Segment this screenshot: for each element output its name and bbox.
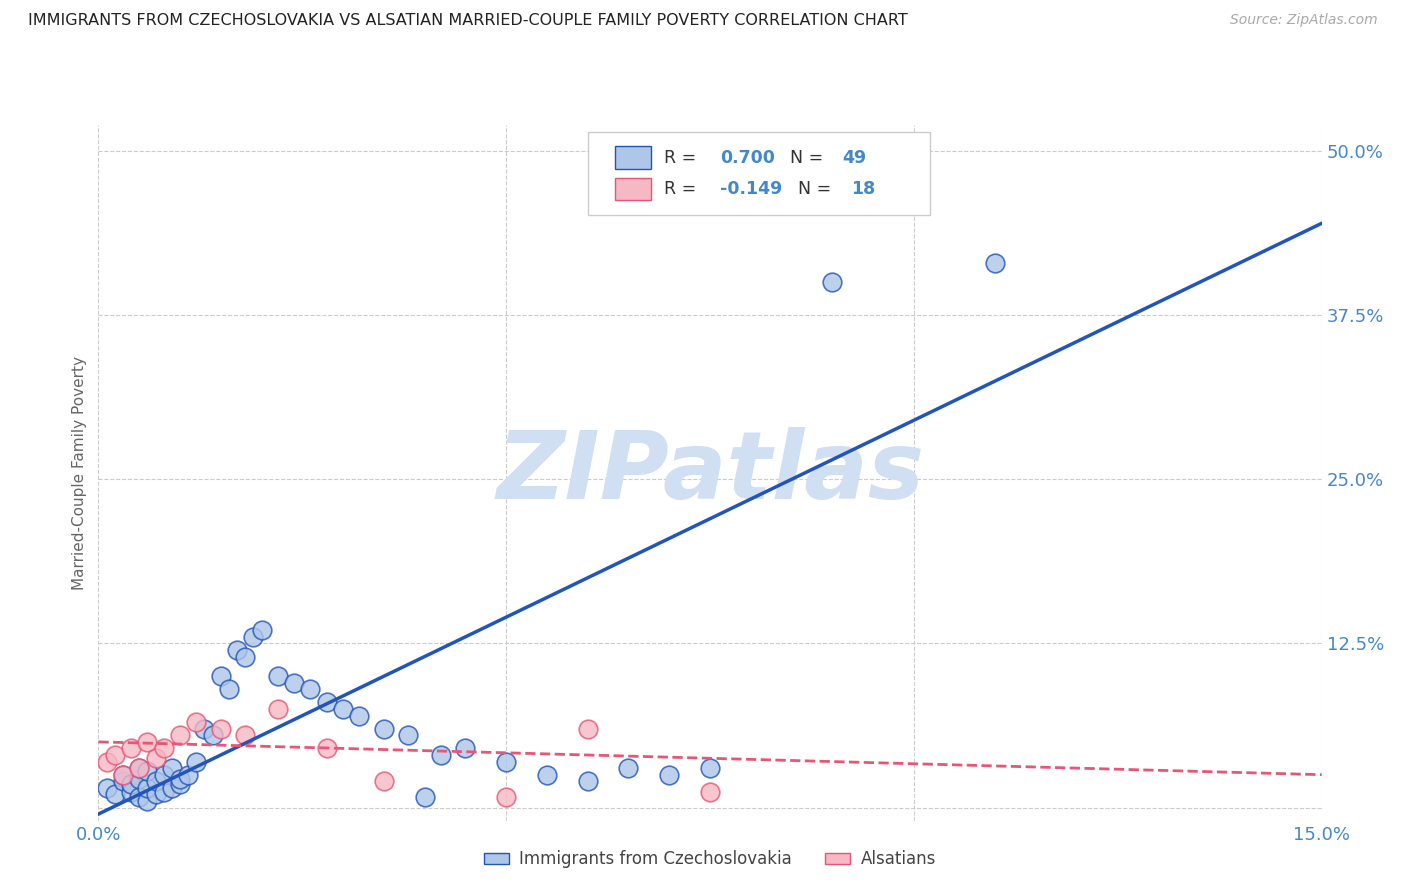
Text: N =: N = bbox=[790, 149, 828, 167]
Point bbox=[821, 276, 844, 290]
Point bbox=[349, 708, 371, 723]
Point bbox=[136, 735, 159, 749]
Point bbox=[299, 682, 322, 697]
Text: ZIPatlas: ZIPatlas bbox=[496, 426, 924, 519]
Point bbox=[454, 741, 477, 756]
Point bbox=[226, 643, 249, 657]
Y-axis label: Married-Couple Family Poverty: Married-Couple Family Poverty bbox=[72, 356, 87, 590]
Point bbox=[373, 774, 395, 789]
Point bbox=[120, 777, 142, 791]
Text: R =: R = bbox=[664, 149, 702, 167]
Point bbox=[250, 624, 273, 638]
Text: Source: ZipAtlas.com: Source: ZipAtlas.com bbox=[1230, 13, 1378, 28]
Point bbox=[193, 722, 215, 736]
Text: -0.149: -0.149 bbox=[720, 180, 782, 198]
Point bbox=[169, 772, 191, 786]
Point bbox=[104, 788, 127, 802]
Point bbox=[145, 750, 167, 764]
Point bbox=[152, 741, 174, 756]
Point bbox=[658, 767, 681, 781]
Point bbox=[267, 669, 290, 683]
Point bbox=[332, 702, 354, 716]
Point bbox=[96, 780, 118, 795]
Point bbox=[120, 785, 142, 799]
Point bbox=[413, 790, 436, 805]
Point bbox=[536, 767, 558, 781]
Point bbox=[218, 682, 240, 697]
Point bbox=[104, 747, 127, 762]
Point bbox=[186, 715, 208, 730]
Point bbox=[136, 780, 159, 795]
Point bbox=[169, 728, 191, 742]
Point bbox=[209, 722, 232, 736]
Point bbox=[495, 790, 517, 805]
Point bbox=[209, 669, 232, 683]
Point bbox=[495, 755, 517, 769]
Point bbox=[233, 728, 256, 742]
Text: 49: 49 bbox=[842, 149, 866, 167]
Point bbox=[128, 761, 150, 775]
FancyBboxPatch shape bbox=[614, 146, 651, 169]
Point bbox=[186, 755, 208, 769]
Text: R =: R = bbox=[664, 180, 702, 198]
Point bbox=[396, 728, 419, 742]
Point bbox=[128, 772, 150, 786]
Point bbox=[169, 777, 191, 791]
Point bbox=[136, 764, 159, 778]
Point bbox=[576, 774, 599, 789]
Point bbox=[120, 741, 142, 756]
Point bbox=[315, 741, 337, 756]
Point bbox=[373, 722, 395, 736]
Point bbox=[145, 788, 167, 802]
Point bbox=[617, 761, 640, 775]
Point bbox=[152, 785, 174, 799]
Point bbox=[233, 649, 256, 664]
Point bbox=[111, 774, 134, 789]
Point bbox=[177, 767, 200, 781]
Point bbox=[242, 630, 264, 644]
Point bbox=[152, 767, 174, 781]
Point bbox=[136, 794, 159, 808]
Point bbox=[160, 780, 183, 795]
Point bbox=[128, 790, 150, 805]
Point bbox=[111, 767, 134, 781]
Point bbox=[267, 702, 290, 716]
Point bbox=[315, 696, 337, 710]
Point bbox=[201, 728, 224, 742]
Point bbox=[111, 767, 134, 781]
Point bbox=[145, 774, 167, 789]
FancyBboxPatch shape bbox=[614, 178, 651, 200]
FancyBboxPatch shape bbox=[588, 132, 931, 215]
Text: 0.700: 0.700 bbox=[720, 149, 775, 167]
Point bbox=[984, 256, 1007, 270]
Text: IMMIGRANTS FROM CZECHOSLOVAKIA VS ALSATIAN MARRIED-COUPLE FAMILY POVERTY CORRELA: IMMIGRANTS FROM CZECHOSLOVAKIA VS ALSATI… bbox=[28, 13, 908, 29]
Point bbox=[699, 761, 721, 775]
Point bbox=[430, 747, 453, 762]
Legend: Immigrants from Czechoslovakia, Alsatians: Immigrants from Czechoslovakia, Alsatian… bbox=[478, 844, 942, 875]
Text: N =: N = bbox=[799, 180, 837, 198]
Point bbox=[96, 755, 118, 769]
Point bbox=[576, 722, 599, 736]
Point bbox=[160, 761, 183, 775]
Point bbox=[699, 785, 721, 799]
Point bbox=[128, 761, 150, 775]
Point bbox=[283, 675, 305, 690]
Text: 18: 18 bbox=[851, 180, 875, 198]
